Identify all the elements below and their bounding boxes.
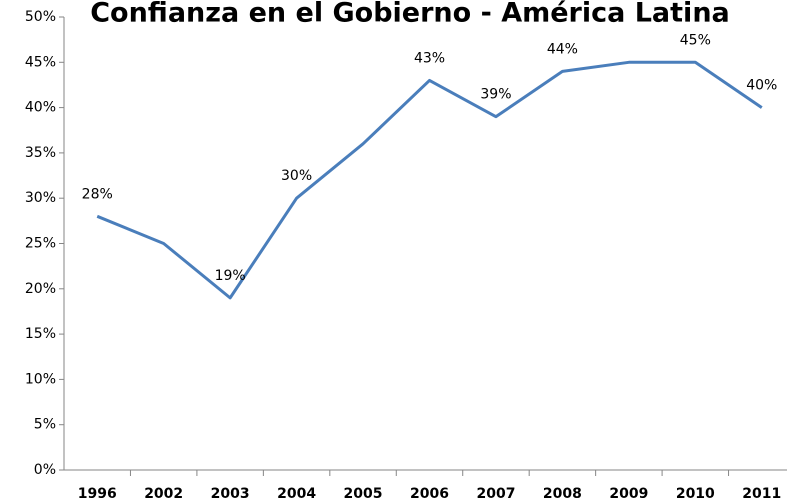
y-tick-label: 35%	[25, 145, 56, 161]
x-tick-label: 2006	[410, 486, 449, 502]
x-tick-label: 2010	[676, 486, 715, 502]
y-tick-label: 45%	[25, 54, 56, 70]
x-tick-label: 2007	[476, 486, 515, 502]
x-tick-label: 2008	[543, 486, 582, 502]
y-tick-label: 50%	[25, 9, 56, 25]
y-tick-label: 40%	[25, 100, 56, 116]
y-tick-label: 10%	[25, 371, 56, 387]
data-label: 39%	[480, 87, 511, 103]
x-tick-label: 2009	[609, 486, 648, 502]
y-tick-label: 30%	[25, 190, 56, 206]
chart-title: Confianza en el Gobierno - América Latin…	[90, 0, 730, 29]
y-tick-label: 0%	[34, 462, 56, 478]
x-tick-label: 2003	[211, 486, 250, 502]
y-tick-label: 15%	[25, 326, 56, 342]
data-label: 40%	[746, 78, 777, 94]
x-tick-label: 2004	[277, 486, 316, 502]
data-label: 19%	[215, 268, 246, 284]
line	[96, 60, 763, 300]
y-tick-label: 5%	[34, 417, 56, 433]
data-label: 28%	[82, 186, 113, 202]
data-label: 43%	[414, 50, 445, 66]
x-tick-label: 2005	[344, 486, 383, 502]
y-tick-label: 25%	[25, 236, 56, 252]
data-label: 44%	[547, 41, 578, 57]
data-label: 45%	[680, 32, 711, 48]
data-label: 30%	[281, 168, 312, 184]
x-tick-label: 2002	[144, 486, 183, 502]
x-tick-label: 2011	[742, 486, 781, 502]
x-tick-label: 1996	[78, 486, 117, 502]
y-tick-label: 20%	[25, 281, 56, 297]
